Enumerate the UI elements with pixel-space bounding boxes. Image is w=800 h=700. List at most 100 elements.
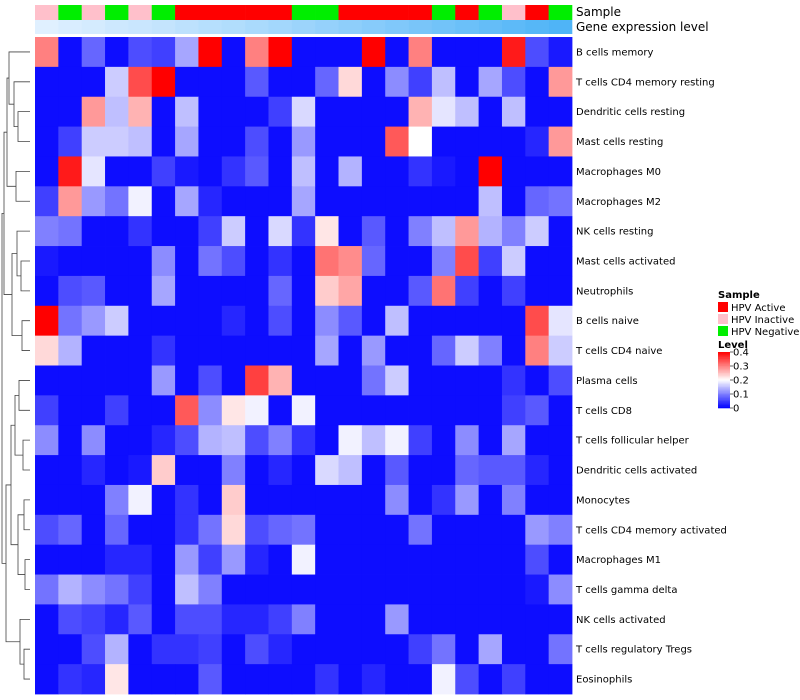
heatmap-cell bbox=[431, 514, 456, 546]
heatmap-cell bbox=[245, 126, 269, 157]
level-colorbar-segment bbox=[718, 375, 730, 378]
expression-annotation-cell bbox=[128, 20, 153, 34]
heatmap-cell bbox=[81, 544, 106, 575]
heatmap-cell bbox=[268, 484, 293, 516]
heatmap-cell bbox=[105, 186, 129, 217]
heatmap-cell bbox=[128, 126, 153, 157]
heatmap-cell bbox=[35, 634, 59, 665]
sample-annotation-cell bbox=[315, 5, 339, 20]
heatmap-cell bbox=[455, 604, 480, 635]
level-colorbar-segment bbox=[718, 392, 730, 395]
level-colorbar-segment bbox=[718, 361, 730, 364]
heatmap-cell bbox=[548, 335, 573, 366]
heatmap-cell bbox=[361, 664, 386, 695]
heatmap-cell bbox=[361, 574, 386, 605]
expression-annotation-cell bbox=[245, 20, 269, 34]
heatmap-cell bbox=[338, 246, 363, 277]
heatmap-cell bbox=[291, 186, 316, 217]
heatmap-cell bbox=[105, 604, 129, 635]
heatmap-cell bbox=[408, 335, 433, 366]
heatmap-cell bbox=[338, 425, 363, 456]
row-label: B cells memory bbox=[576, 47, 653, 58]
heatmap-cell bbox=[268, 156, 293, 187]
sample-annotation-cell bbox=[385, 5, 409, 20]
row-label: T cells follicular helper bbox=[575, 436, 690, 447]
heatmap-cell bbox=[525, 126, 550, 157]
heatmap-cell bbox=[81, 37, 106, 68]
heatmap-cell bbox=[268, 66, 293, 98]
heatmap-cell bbox=[245, 574, 269, 605]
heatmap-cell bbox=[478, 514, 503, 546]
heatmap-cell bbox=[245, 246, 269, 277]
heatmap-cell bbox=[315, 634, 339, 665]
heatmap-cell bbox=[408, 514, 433, 546]
expression-annotation-cell bbox=[35, 20, 59, 34]
heatmap-cell bbox=[431, 335, 456, 366]
sample-annotation-cell bbox=[198, 5, 223, 20]
heatmap-cell bbox=[35, 484, 59, 516]
heatmap-cell bbox=[548, 305, 573, 337]
sample-legend-title: Sample bbox=[718, 290, 760, 301]
heatmap-cell bbox=[198, 126, 223, 157]
sample-legend-label: HPV Inactive bbox=[731, 315, 794, 326]
heatmap-cell bbox=[128, 484, 153, 516]
heatmap-cell bbox=[315, 275, 339, 307]
heatmap-cell bbox=[35, 37, 59, 68]
heatmap-cell bbox=[338, 514, 363, 546]
dendrogram-link bbox=[10, 424, 18, 546]
heatmap-cell bbox=[315, 37, 339, 68]
heatmap-cell bbox=[268, 544, 293, 575]
heatmap-cell bbox=[105, 455, 129, 486]
heatmap-cell bbox=[105, 514, 129, 546]
heatmap-cell bbox=[58, 156, 83, 187]
heatmap-cell bbox=[431, 604, 456, 635]
level-colorbar-segment bbox=[718, 389, 730, 392]
heatmap-cell bbox=[268, 664, 293, 695]
heatmap-cell bbox=[35, 96, 59, 127]
heatmap-cell bbox=[525, 335, 550, 366]
heatmap-cell bbox=[361, 246, 386, 277]
heatmap-cell bbox=[291, 484, 316, 516]
heatmap-cell bbox=[35, 365, 59, 396]
heatmap-cell bbox=[548, 186, 573, 217]
heatmap-cell bbox=[525, 455, 550, 486]
level-colorbar-segment bbox=[718, 387, 730, 389]
heatmap-cell bbox=[361, 186, 386, 217]
heatmap-cell bbox=[291, 544, 316, 575]
heatmap-cell bbox=[361, 484, 386, 516]
expression-annotation-cell bbox=[455, 20, 479, 34]
heatmap-cell bbox=[35, 186, 59, 217]
row-label: Neutrophils bbox=[576, 286, 633, 297]
heatmap-cell bbox=[198, 156, 223, 187]
heatmap-cell bbox=[268, 37, 293, 68]
heatmap-cell bbox=[175, 664, 199, 695]
heatmap-cell bbox=[291, 604, 316, 635]
heatmap-cell bbox=[501, 664, 526, 695]
heatmap-cell bbox=[245, 305, 269, 337]
heatmap-cell bbox=[245, 425, 269, 456]
heatmap-cell bbox=[525, 365, 550, 396]
heatmap-cell bbox=[501, 305, 526, 337]
heatmap-cell bbox=[338, 96, 363, 127]
heatmap-cell bbox=[408, 425, 433, 456]
heatmap-cell bbox=[245, 216, 269, 247]
heatmap-cell bbox=[58, 604, 83, 635]
heatmap-cell bbox=[338, 126, 363, 157]
heatmap-cell bbox=[501, 246, 526, 277]
heatmap-cell bbox=[105, 305, 129, 337]
heatmap-cell bbox=[268, 216, 293, 247]
heatmap-cell bbox=[151, 664, 176, 695]
heatmap-cell bbox=[478, 365, 503, 396]
heatmap-cell bbox=[548, 126, 573, 157]
heatmap-cell bbox=[151, 574, 176, 605]
row-label: T cells CD4 memory activated bbox=[575, 525, 727, 536]
heatmap-cell bbox=[338, 305, 363, 337]
heatmap-cell bbox=[245, 156, 269, 187]
row-label: T cells CD8 bbox=[575, 406, 632, 417]
heatmap-cell bbox=[408, 246, 433, 277]
heatmap-cell bbox=[198, 96, 223, 127]
heatmap-cell bbox=[58, 514, 83, 546]
heatmap-cell bbox=[268, 574, 293, 605]
